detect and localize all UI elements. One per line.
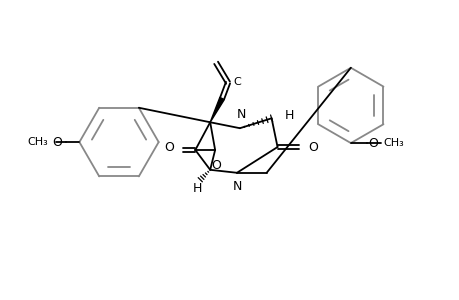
Text: N: N — [233, 180, 242, 193]
Text: O: O — [164, 140, 174, 154]
Text: O: O — [368, 136, 378, 150]
Text: O: O — [211, 159, 221, 172]
Text: H: H — [192, 182, 202, 195]
Polygon shape — [210, 98, 224, 122]
Text: CH₃: CH₃ — [27, 137, 48, 147]
Text: H: H — [284, 109, 293, 122]
Text: CH₃: CH₃ — [383, 138, 403, 148]
Text: O: O — [53, 136, 62, 148]
Text: O: O — [308, 140, 318, 154]
Text: N: N — [237, 108, 246, 121]
Text: C: C — [232, 76, 240, 87]
